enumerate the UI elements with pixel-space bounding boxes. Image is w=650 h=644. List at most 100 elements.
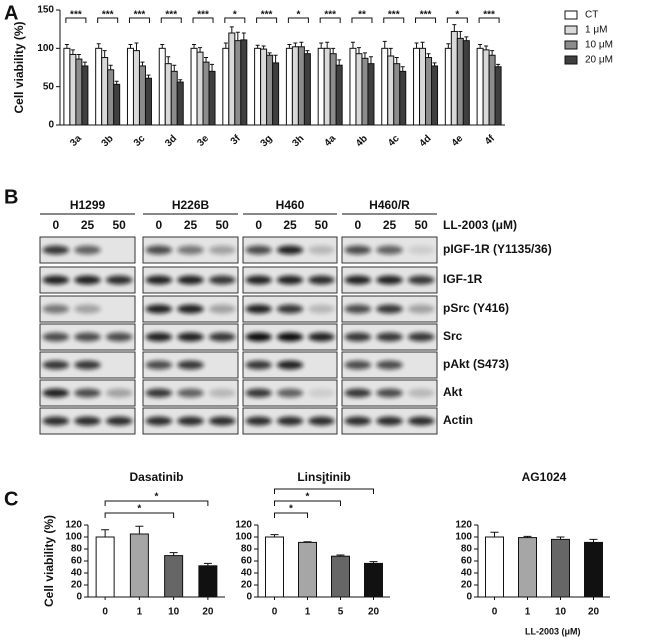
legend-swatch — [564, 55, 578, 65]
error-bar — [108, 64, 113, 70]
bar — [291, 46, 299, 126]
bar — [75, 58, 83, 126]
blot-band — [145, 332, 173, 342]
bar — [431, 65, 439, 126]
legend-swatch — [564, 25, 578, 35]
bar — [367, 63, 375, 126]
significance-label: *** — [261, 10, 273, 21]
blot-band — [376, 360, 403, 370]
blot-band — [177, 304, 204, 314]
significance-bracket — [415, 17, 437, 23]
blot-band — [308, 332, 335, 342]
y-tick-label: 0 — [76, 592, 82, 603]
error-bar — [102, 50, 107, 58]
y-tick-label: 40 — [241, 568, 253, 579]
error-bar — [178, 79, 183, 83]
significance-label: *** — [420, 10, 432, 21]
error-bar — [319, 42, 324, 49]
significance-bracket — [128, 17, 150, 23]
error-bar — [382, 40, 387, 49]
blot-band — [177, 332, 204, 342]
error-bar — [198, 47, 203, 53]
bar — [456, 37, 464, 126]
blot-band — [74, 332, 101, 342]
protein-label: IGF-1R — [443, 272, 483, 286]
significance-label: * — [289, 504, 293, 515]
bar — [265, 536, 284, 598]
error-bar — [478, 44, 483, 49]
y-tick-label: 80 — [461, 544, 473, 555]
y-tick-label: 80 — [71, 544, 83, 555]
blot-band — [245, 332, 272, 342]
error-bar — [432, 62, 437, 66]
bar — [331, 555, 350, 598]
error-bar — [169, 552, 178, 556]
y-tick-label: 20 — [71, 580, 83, 591]
blot-band — [208, 275, 236, 285]
bar — [234, 40, 242, 126]
significance-bracket — [319, 17, 341, 23]
bar — [323, 47, 331, 126]
blot-band — [42, 332, 70, 342]
x-tick-label: 3g — [259, 133, 275, 149]
x-tick-label: 0 — [272, 607, 278, 618]
significance-bracket — [104, 500, 209, 506]
bar — [132, 50, 140, 126]
significance-bracket — [160, 17, 182, 23]
bar — [488, 54, 496, 126]
x-tick-label: 4c — [386, 133, 402, 149]
cell-line-label: H226B — [172, 198, 210, 212]
bar — [355, 53, 363, 126]
y-tick-label: 100 — [37, 43, 54, 54]
error-bar — [523, 535, 532, 538]
bar — [297, 46, 305, 126]
legend-swatch — [564, 40, 578, 50]
blot-band — [407, 304, 435, 314]
y-axis-label: Cell viability (%) — [42, 515, 56, 607]
error-bar — [452, 24, 457, 32]
bar — [425, 57, 433, 126]
significance-label: *** — [165, 10, 177, 21]
y-tick-label: 120 — [65, 520, 82, 531]
error-bar — [204, 57, 209, 63]
error-bar — [394, 57, 399, 64]
error-bar — [70, 49, 75, 55]
bar — [285, 47, 293, 126]
error-bar — [229, 26, 234, 33]
significance-bracket — [192, 17, 214, 23]
bar — [387, 55, 395, 126]
bar — [476, 47, 484, 126]
x-tick-label: 5 — [338, 607, 344, 618]
y-tick-label: 150 — [37, 5, 54, 16]
blot-band — [105, 416, 133, 426]
bar — [107, 69, 115, 126]
bar — [266, 54, 274, 126]
blot-band — [376, 388, 403, 398]
bar — [462, 40, 470, 126]
x-tick-label: 4d — [417, 133, 433, 149]
bar — [494, 66, 502, 126]
blot-band — [276, 275, 304, 285]
dose-label: 50 — [112, 218, 126, 232]
error-bar — [496, 63, 501, 67]
blot-band — [376, 332, 403, 342]
bar — [399, 70, 407, 126]
error-bar — [337, 59, 342, 66]
bar — [101, 57, 109, 126]
protein-label: pAkt (S473) — [443, 357, 509, 371]
blot-band — [105, 332, 133, 342]
error-bar — [490, 50, 495, 56]
error-bar — [241, 32, 246, 40]
blot-band — [276, 416, 304, 426]
significance-label: * — [137, 504, 141, 515]
x-tick-label: 4a — [323, 133, 339, 149]
y-tick-label: 0 — [246, 592, 252, 603]
significance-label: * — [322, 480, 326, 491]
significance-bracket — [287, 17, 309, 23]
error-bar — [388, 47, 393, 56]
significance-label: * — [455, 10, 459, 21]
bar — [298, 541, 317, 598]
y-tick-label: 100 — [455, 532, 472, 543]
x-tick-label: 3h — [290, 133, 306, 149]
